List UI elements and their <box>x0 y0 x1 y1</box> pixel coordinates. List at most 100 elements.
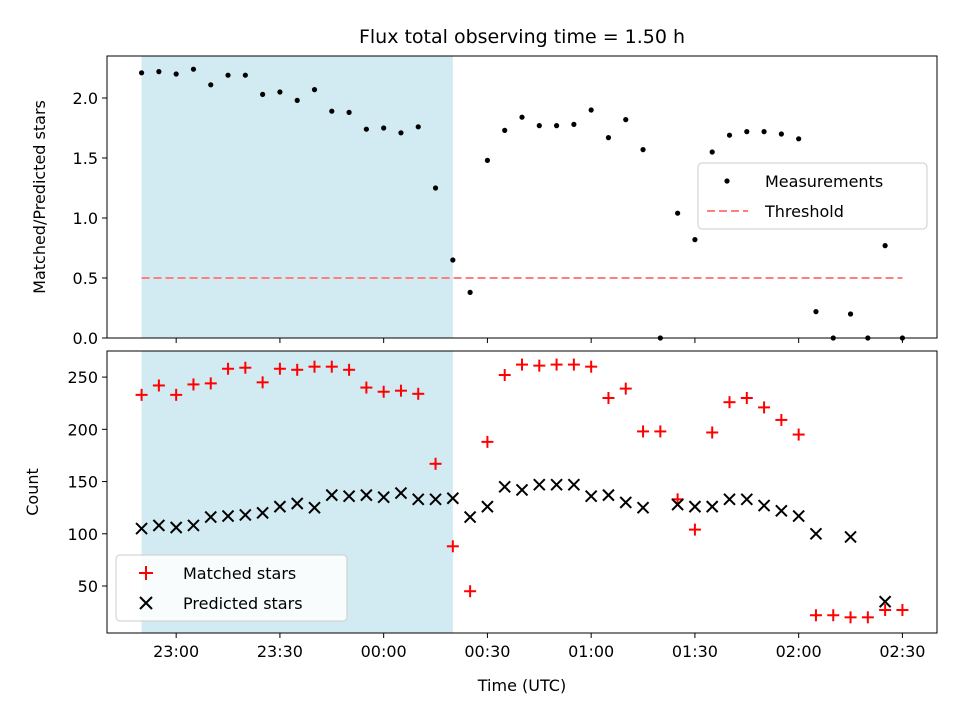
matched-star-point-30 <box>654 425 667 438</box>
predicted-star-point-31-b <box>688 500 702 513</box>
predicted-star-point-4-b <box>204 510 217 524</box>
measurement-point-34 <box>726 132 733 138</box>
bottom-axes-frame <box>106 350 938 634</box>
bottom-axis-ticks: 23:00 23:30 00:00 00:30 01:00 01:30 02:00 02:30… <box>67 368 925 661</box>
measurement-point-25 <box>571 121 577 127</box>
top-ytick-label-2-0: 2.0 <box>73 89 98 108</box>
measurement-point-39 <box>813 309 819 315</box>
matched-star-point-35 <box>740 392 753 404</box>
predicted-star-point-37 <box>792 509 805 523</box>
predicted-star-point-24-b <box>550 478 563 491</box>
bottom-xtick-label-02-30: 02:30 <box>879 642 925 661</box>
predicted-star-point-22-b <box>515 483 529 497</box>
predicted-star-point-16 <box>412 493 425 506</box>
predicted-star-point-37-b <box>792 509 805 523</box>
measurement-point-11 <box>329 108 335 114</box>
top-shaded-interval <box>141 56 453 338</box>
matched-star-point-20 <box>481 435 494 448</box>
measurement-point-13 <box>363 126 369 132</box>
measurement-point-12 <box>346 109 352 115</box>
top-ytick-label-1-5: 1.5 <box>73 149 98 168</box>
measurement-point-27 <box>605 135 612 141</box>
predicted-star-point-31 <box>688 500 702 513</box>
predicted-star-point-2-b <box>169 521 183 534</box>
measurement-point-24 <box>553 123 560 129</box>
matched-star-point-4 <box>204 377 217 390</box>
predicted-star-point-7-b <box>256 506 269 520</box>
predicted-star-point-21 <box>498 480 511 493</box>
predicted-star-point-29 <box>636 501 650 514</box>
measurement-point-38 <box>796 136 802 142</box>
predicted-star-point-22 <box>515 483 529 497</box>
matched-star-point-14 <box>377 385 390 398</box>
matched-star-point-38 <box>792 428 805 441</box>
predicted-star-point-33-b <box>723 493 736 506</box>
predicted-star-point-28-b <box>619 496 632 509</box>
predicted-star-point-35 <box>757 499 771 512</box>
measurements-series <box>138 66 906 341</box>
predicted-star-point-27 <box>602 488 615 502</box>
matched-star-point-42 <box>861 611 874 624</box>
top-ytick-label-0-5: 0.5 <box>73 269 98 288</box>
predicted-star-point-26-b <box>584 489 598 503</box>
predicted-star-point-29-b <box>636 501 650 514</box>
predicted-star-point-25 <box>567 478 581 491</box>
legend-predicted-label: Predicted stars <box>183 594 303 613</box>
predicted-star-point-34-b <box>740 493 753 506</box>
predicted-star-point-1-b <box>152 519 166 532</box>
matched-star-point-5 <box>222 362 235 375</box>
predicted-star-point-40 <box>878 595 892 608</box>
measurement-point-32 <box>692 237 698 243</box>
bottom-ytick-label-150: 150 <box>67 473 98 492</box>
matched-star-point-13 <box>360 381 373 394</box>
predicted-star-point-38 <box>809 527 823 540</box>
predicted-star-point-32-b <box>706 500 719 513</box>
predicted-star-point-1 <box>152 519 166 532</box>
bottom-xtick-label-02-00: 02:00 <box>776 642 822 661</box>
chart-title: Flux total observing time = 1.50 h <box>359 26 685 48</box>
bottom-legend-box <box>115 554 348 622</box>
measurement-point-2 <box>173 71 179 77</box>
predicted-star-point-28 <box>619 496 632 509</box>
predicted-star-point-17 <box>429 493 442 506</box>
predicted-star-point-24 <box>550 478 563 491</box>
top-legend-box <box>697 162 928 230</box>
predicted-star-point-20-b <box>481 500 494 513</box>
measurement-point-15 <box>398 130 404 136</box>
shaded-interval-rect <box>141 56 453 338</box>
matched-star-point-7 <box>256 376 269 389</box>
legend-measurements-marker <box>724 178 730 184</box>
matched-star-point-25 <box>567 358 580 371</box>
predicted-star-point-13 <box>360 488 373 502</box>
predicted-star-point-19-b <box>463 510 477 524</box>
measurement-point-18 <box>450 257 456 263</box>
predicted-star-point-23 <box>533 478 546 491</box>
predicted-star-point-12 <box>342 489 356 503</box>
measurement-point-9 <box>294 97 300 103</box>
measurement-point-7 <box>260 91 266 97</box>
predicted-star-point-39-b <box>844 530 857 544</box>
matched-star-point-10 <box>308 360 321 373</box>
measurement-point-3 <box>190 66 197 72</box>
measurement-point-36 <box>761 129 767 135</box>
measurement-point-6 <box>242 72 248 78</box>
matched-star-point-12 <box>343 363 356 376</box>
matched-star-point-28 <box>619 382 632 395</box>
measurement-point-29 <box>640 147 646 153</box>
predicted-star-point-13-b <box>360 488 373 502</box>
predicted-star-point-9 <box>291 497 304 510</box>
measurement-point-31 <box>675 210 681 216</box>
predicted-star-point-6-b <box>239 508 252 522</box>
matched-star-point-17 <box>429 457 442 470</box>
predicted-star-point-36-b <box>775 504 788 518</box>
measurement-point-28 <box>623 117 629 123</box>
matched-star-point-22 <box>516 358 528 371</box>
matched-star-point-27 <box>602 392 615 404</box>
top-axes-frame <box>106 55 938 339</box>
predicted-star-point-5-b <box>221 509 235 523</box>
matched-star-point-23 <box>533 359 546 372</box>
legend-predicted-marker <box>139 596 153 610</box>
bottom-ytick-label-100: 100 <box>67 525 98 544</box>
measurement-point-35 <box>744 129 750 135</box>
measurement-point-17 <box>432 185 439 191</box>
